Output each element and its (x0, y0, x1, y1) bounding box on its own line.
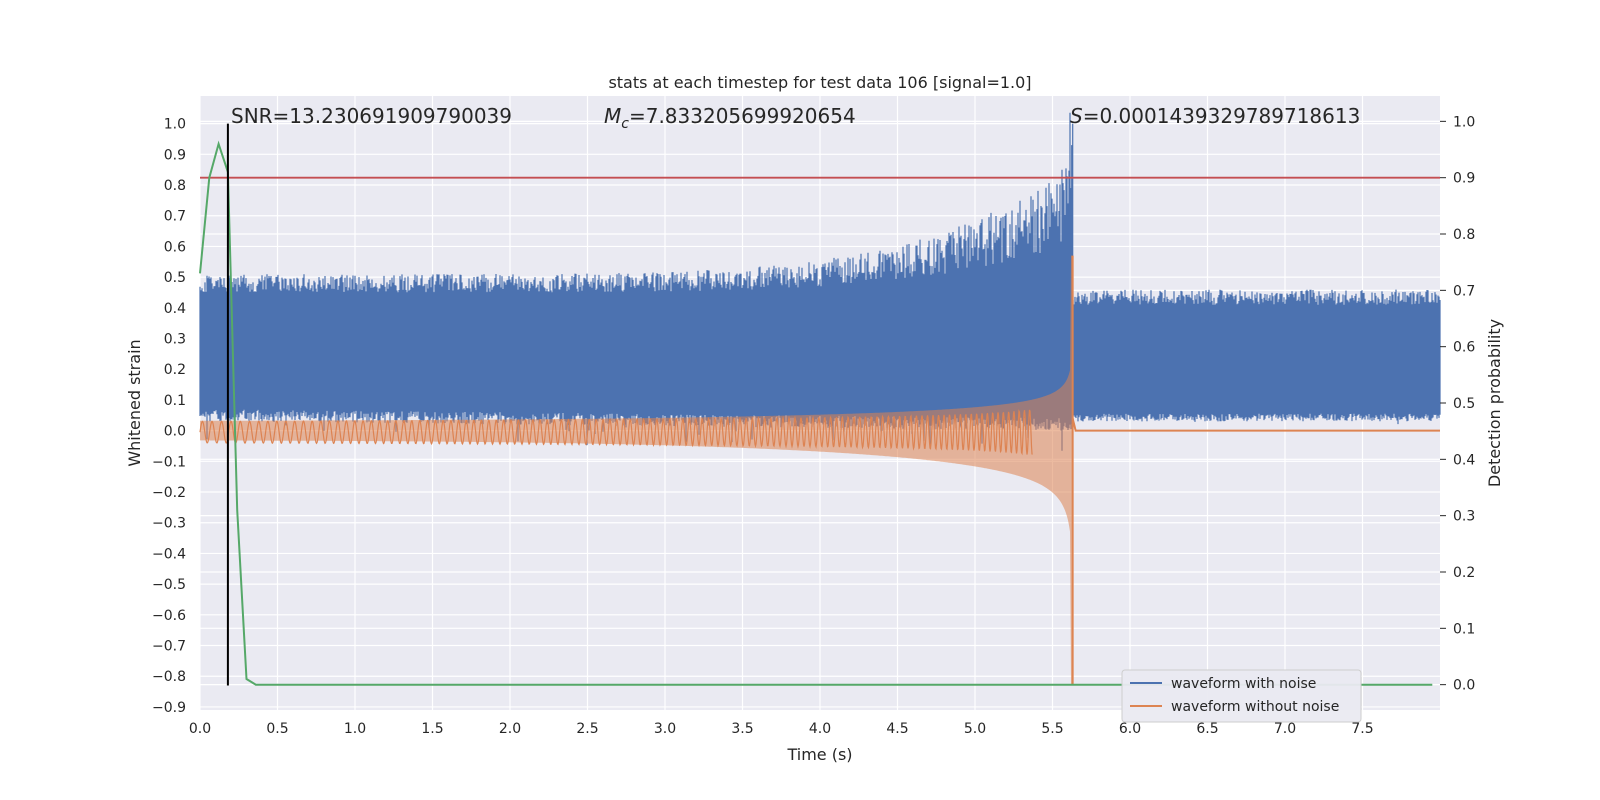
y-tick-label: 0.2 (164, 362, 186, 378)
y-right-tick-label: 0.8 (1453, 227, 1475, 243)
x-tick-label: 2.0 (499, 721, 521, 737)
y-right-tick-label: 0.4 (1453, 452, 1475, 468)
legend-label-noise: waveform with noise (1171, 676, 1316, 692)
x-tick-label: 0.0 (189, 721, 211, 737)
x-tick-label: 4.5 (886, 721, 908, 737)
x-tick-label: 4.0 (809, 721, 831, 737)
x-tick-label: 7.0 (1274, 721, 1296, 737)
y-tick-label: 0.5 (164, 270, 186, 286)
waveform-without-noise-series (199, 255, 1440, 686)
waveform-with-noise-series (199, 112, 1441, 451)
y-tick-label: −0.6 (152, 608, 186, 624)
overlays (199, 123, 1440, 686)
x-tick-label: 7.5 (1351, 721, 1373, 737)
detection-probability-line (199, 140, 1433, 686)
y-right-tick-label: 0.3 (1453, 509, 1475, 525)
y-right-tick-label: 0.6 (1453, 340, 1475, 356)
y-tick-label: 0.9 (164, 147, 186, 163)
y-tick-label: −0.4 (152, 546, 186, 562)
x-tick-label: 0.5 (266, 721, 288, 737)
s-symbol: S (1070, 104, 1083, 128)
chirp-mass-subscript: c (621, 116, 629, 132)
y-tick-label: −0.9 (152, 700, 186, 716)
legend: waveform with noise waveform without noi… (1121, 669, 1362, 723)
x-tick-label: 5.5 (1041, 721, 1063, 737)
noise-waveform-line (199, 112, 1441, 451)
y-tick-label: −0.8 (152, 669, 186, 685)
x-tick-label: 1.5 (421, 721, 443, 737)
clean-waveform-ringdown (1071, 418, 1077, 431)
y-right-tick-labels: 1.0 0.9 0.8 0.7 0.6 0.5 0.4 0.3 0.2 0.1 0.0 (1440, 114, 1475, 694)
x-tick-label: 5.0 (964, 721, 986, 737)
y-tick-labels: 1.0 0.9 0.8 0.7 0.6 0.5 0.4 0.3 0.2 0.1 0.0 −0.1 −0.… (152, 117, 186, 716)
x-tick-label: 2.5 (576, 721, 598, 737)
y-tick-label: 0.3 (164, 332, 186, 348)
x-tick-labels: 0.0 0.5 1.0 1.5 2.0 2.5 3.0 3.5 4.0 4.5 5.0 5.5 6.0 6… (189, 721, 1374, 737)
x-tick-label: 3.5 (731, 721, 753, 737)
s-annotation: S=0.0001439329789718613 (1070, 104, 1360, 128)
y-tick-label: 0.0 (164, 424, 186, 440)
x-tick-label: 6.5 (1196, 721, 1218, 737)
y-tick-label: 0.4 (164, 301, 186, 317)
x-tick-label: 6.0 (1119, 721, 1141, 737)
y-tick-label: 0.7 (164, 209, 186, 225)
y-tick-label: −0.1 (152, 454, 186, 470)
chirp-mass-annotation: Mc=7.833205699920654 (604, 104, 856, 132)
y-right-tick-label: 0.2 (1453, 565, 1475, 581)
y-tick-label: −0.5 (152, 577, 186, 593)
y-right-axis-label: Detection probability (1485, 319, 1504, 487)
y-right-tick-label: 0.0 (1453, 678, 1475, 694)
y-right-tick-label: 0.9 (1453, 171, 1475, 187)
s-value: =0.0001439329789718613 (1083, 104, 1361, 128)
y-axis-label: Whitened strain (125, 339, 144, 466)
chirp-mass-value: =7.833205699920654 (629, 104, 856, 128)
y-right-tick-label: 1.0 (1453, 114, 1475, 130)
chirp-mass-symbol: M (604, 104, 621, 128)
y-tick-label: 0.8 (164, 178, 186, 194)
y-tick-label: 0.6 (164, 239, 186, 255)
snr-annotation: SNR=13.230691909790039 (231, 104, 512, 128)
y-right-tick-label: 0.7 (1453, 283, 1475, 299)
y-tick-label: −0.7 (152, 639, 186, 655)
y-tick-label: 1.0 (164, 117, 186, 133)
legend-label-clean: waveform without noise (1171, 699, 1339, 715)
y-tick-label: 0.1 (164, 393, 186, 409)
y-right-tick-label: 0.1 (1453, 621, 1475, 637)
x-axis-label: Time (s) (786, 745, 852, 764)
x-tick-label: 3.0 (654, 721, 676, 737)
legend-box (1121, 669, 1362, 723)
y-tick-label: −0.3 (152, 516, 186, 532)
x-tick-label: 1.0 (344, 721, 366, 737)
y-right-tick-label: 0.5 (1453, 396, 1475, 412)
chart-title: stats at each timestep for test data 106… (608, 73, 1031, 92)
y-tick-label: −0.2 (152, 485, 186, 501)
